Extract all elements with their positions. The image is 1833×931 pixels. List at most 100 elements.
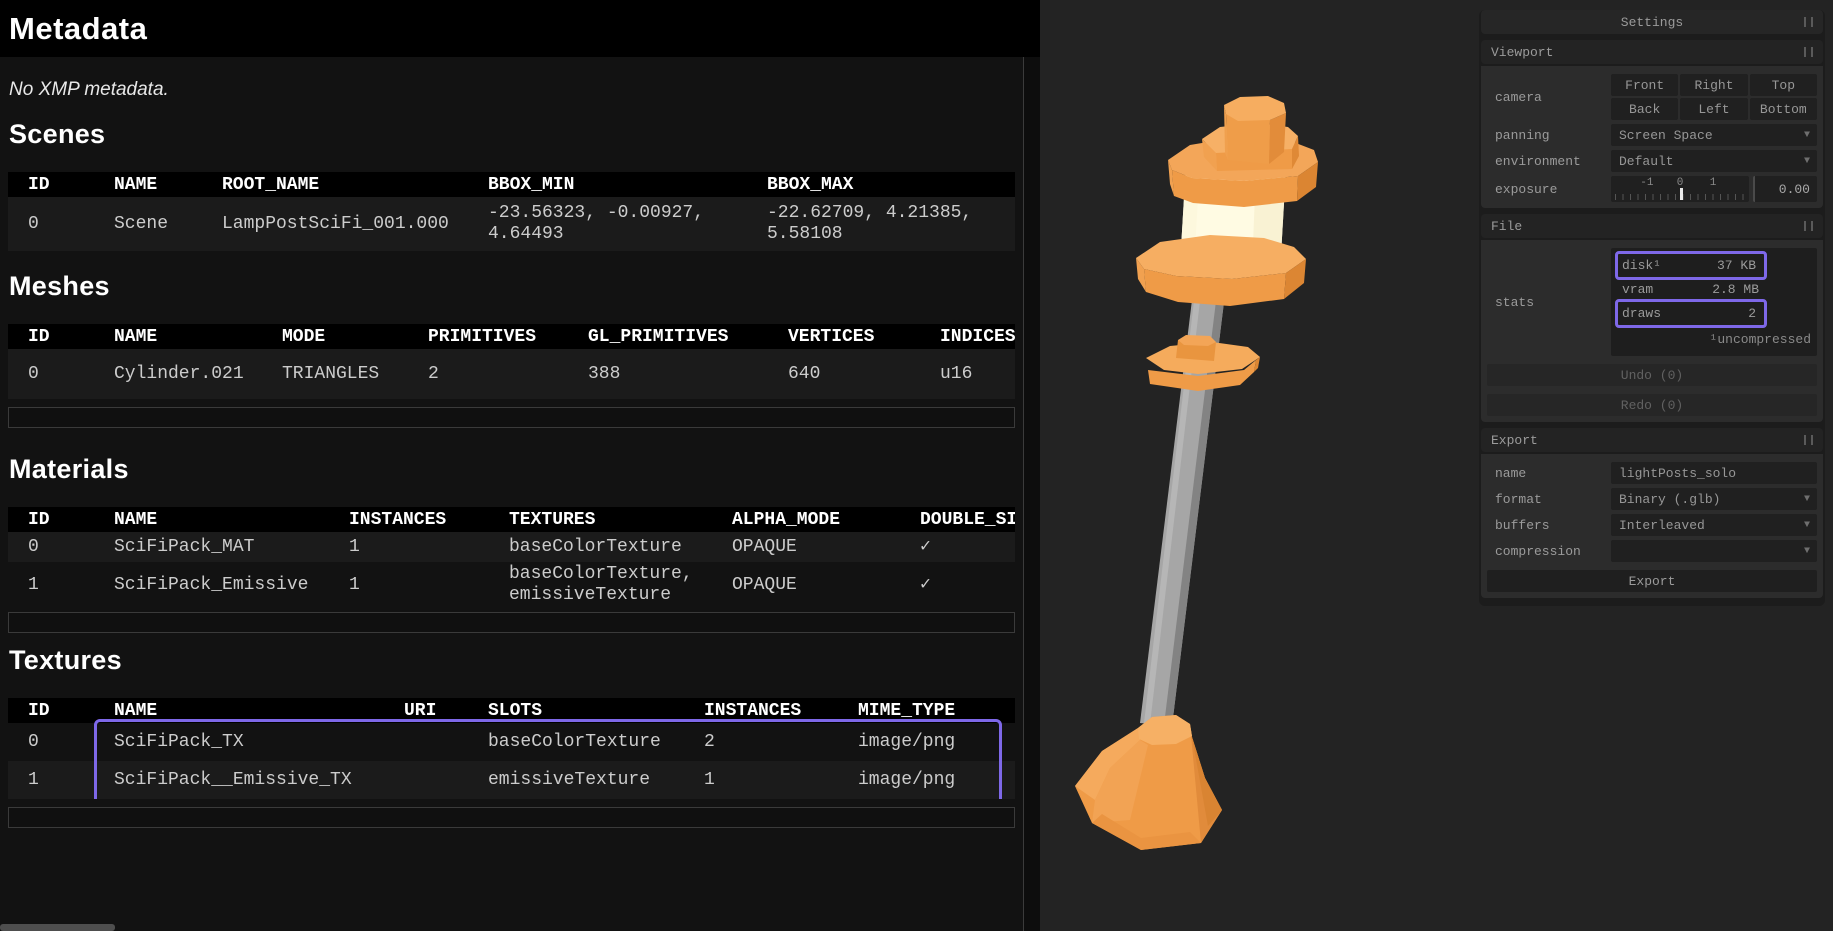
cell-alpha-mode: OPAQUE xyxy=(732,536,797,557)
cell-id: 0 xyxy=(28,536,39,557)
environment-select[interactable]: Default ▼ xyxy=(1611,150,1817,172)
stat-draws-value: 2 xyxy=(1748,306,1756,321)
stat-disk-value: 37 KB xyxy=(1716,258,1756,273)
col-header: TEXTURES xyxy=(509,509,596,530)
dropdown-arrow-icon: ▼ xyxy=(1803,129,1810,141)
cell-slots: emissiveTexture xyxy=(488,769,651,790)
folder-export[interactable]: Export xyxy=(1481,428,1823,452)
cell-name: SciFiPack_MAT xyxy=(114,536,255,557)
camera-back-button[interactable]: Back xyxy=(1611,98,1679,120)
export-buffers-label: buffers xyxy=(1495,517,1550,533)
camera-left-button[interactable]: Left xyxy=(1680,98,1748,120)
table-row: 1 SciFiPack__Emissive_TX emissiveTexture… xyxy=(8,761,1015,799)
col-header: GL_PRIMITIVES xyxy=(588,326,729,347)
panning-value: Screen Space xyxy=(1619,127,1713,143)
page-title: Metadata xyxy=(9,10,148,46)
cell-double-sided-check: ✓ xyxy=(920,574,931,595)
stat-disk-label: disk¹ xyxy=(1622,258,1662,273)
table-row: 0 SciFiPack_MAT 1 baseColorTexture OPAQU… xyxy=(8,532,1015,562)
stats-footnote: ¹uncompressed xyxy=(1709,332,1811,347)
col-header: INSTANCES xyxy=(349,509,447,530)
cell-textures: baseColorTexture xyxy=(509,536,682,557)
textures-table-header: ID NAME URI SLOTS INSTANCES MIME_TYPE xyxy=(8,698,1015,723)
materials-table-header: ID NAME INSTANCES TEXTURES ALPHA_MODE DO… xyxy=(8,507,1015,532)
environment-value: Default xyxy=(1619,153,1674,169)
dropdown-arrow-icon: ▼ xyxy=(1803,545,1810,557)
export-buffers-select[interactable]: Interleaved ▼ xyxy=(1611,514,1817,536)
cell-bbox-min: -23.56323, -0.00927, 4.64493 xyxy=(488,203,705,244)
col-header: NAME xyxy=(114,326,158,347)
export-compression-select[interactable]: ▼ xyxy=(1611,540,1817,562)
cell-id: 0 xyxy=(28,213,39,234)
settings-title-bar[interactable]: Settings xyxy=(1481,10,1823,34)
scenes-heading: Scenes xyxy=(9,119,106,149)
page-hscrollbar-thumb[interactable] xyxy=(0,924,115,931)
environment-label: environment xyxy=(1495,153,1581,169)
cell-name: Scene xyxy=(114,213,169,234)
cell-vertices: 640 xyxy=(788,363,821,384)
camera-right-button[interactable]: Right xyxy=(1680,74,1748,96)
col-header: NAME xyxy=(114,700,158,721)
undo-button[interactable]: Undo (0) xyxy=(1487,364,1817,386)
xmp-note: No XMP metadata. xyxy=(9,79,169,100)
col-header: SLOTS xyxy=(488,700,543,721)
panning-select[interactable]: Screen Space ▼ xyxy=(1611,124,1817,146)
exposure-slider-thumb[interactable] xyxy=(1680,188,1683,200)
export-format-label: format xyxy=(1495,491,1542,507)
exposure-value-field[interactable]: 0.00 xyxy=(1753,176,1817,202)
exposure-label: exposure xyxy=(1495,181,1558,197)
exposure-slider[interactable]: -1 0 1 xyxy=(1611,176,1749,202)
col-header: URI xyxy=(404,700,437,721)
cell-instances: 2 xyxy=(704,731,715,752)
cell-instances: 1 xyxy=(704,769,715,790)
camera-front-button[interactable]: Front xyxy=(1611,74,1679,96)
col-header: BBOX_MIN xyxy=(488,174,575,195)
col-header: MODE xyxy=(282,326,326,347)
meshes-table: ID NAME MODE PRIMITIVES GL_PRIMITIVES VE… xyxy=(8,324,1015,399)
cell-bbox-max: -22.62709, 4.21385, 5.58108 xyxy=(767,203,973,244)
cell-name: Cylinder.021 xyxy=(114,363,244,384)
folder-viewport[interactable]: Viewport xyxy=(1481,40,1823,64)
export-button[interactable]: Export xyxy=(1487,570,1817,592)
export-format-select[interactable]: Binary (.glb) ▼ xyxy=(1611,488,1817,510)
pane-toggle-icon xyxy=(1804,47,1813,57)
stats-label: stats xyxy=(1495,294,1535,310)
metadata-vscrollbar[interactable] xyxy=(1024,57,1040,931)
tick-label: -1 xyxy=(1640,177,1654,189)
textures-table: ID NAME URI SLOTS INSTANCES MIME_TYPE 0 … xyxy=(8,698,1015,799)
cell-gl-primitives: 388 xyxy=(588,363,621,384)
cell-id: 1 xyxy=(28,769,39,790)
cell-indices: u16 xyxy=(940,363,973,384)
folder-export-body: name lightPosts_solo format Binary (.glb… xyxy=(1481,454,1823,598)
stat-draws: draws 2 xyxy=(1615,299,1767,328)
cell-id: 1 xyxy=(28,574,39,595)
col-header: ID xyxy=(28,326,50,347)
col-header: VERTICES xyxy=(788,326,875,347)
scenes-table: ID NAME ROOT_NAME BBOX_MIN BBOX_MAX 0 Sc… xyxy=(8,172,1015,251)
camera-bottom-button[interactable]: Bottom xyxy=(1749,98,1817,120)
textures-hscrollbar[interactable] xyxy=(8,807,1015,828)
folder-file[interactable]: File xyxy=(1481,214,1823,238)
export-buffers-value: Interleaved xyxy=(1619,517,1705,533)
export-format-value: Binary (.glb) xyxy=(1619,491,1721,507)
scenes-table-header: ID NAME ROOT_NAME BBOX_MIN BBOX_MAX xyxy=(8,172,1015,197)
pane-toggle-icon xyxy=(1804,435,1813,445)
stat-draws-label: draws xyxy=(1622,306,1662,321)
tick-label: 0 xyxy=(1676,177,1684,189)
camera-top-button[interactable]: Top xyxy=(1749,74,1817,96)
table-row: 1 SciFiPack_Emissive 1 baseColorTexture,… xyxy=(8,562,1015,608)
materials-hscrollbar[interactable] xyxy=(8,612,1015,633)
meshes-heading: Meshes xyxy=(9,271,110,301)
redo-button[interactable]: Redo (0) xyxy=(1487,394,1817,416)
cell-mime-type: image/png xyxy=(858,769,956,790)
export-name-input[interactable]: lightPosts_solo xyxy=(1611,462,1817,484)
dropdown-arrow-icon: ▼ xyxy=(1803,493,1810,505)
meshes-hscrollbar[interactable] xyxy=(8,407,1015,428)
metadata-header-bar: Metadata xyxy=(0,0,1040,57)
dropdown-arrow-icon: ▼ xyxy=(1803,155,1810,167)
tick-label: 1 xyxy=(1709,177,1717,189)
export-name-label: name xyxy=(1495,465,1527,481)
col-header: INSTANCES xyxy=(704,700,802,721)
folder-file-body: stats disk¹ 37 KB vram 2.8 MB draws 2 ¹u… xyxy=(1481,240,1823,422)
